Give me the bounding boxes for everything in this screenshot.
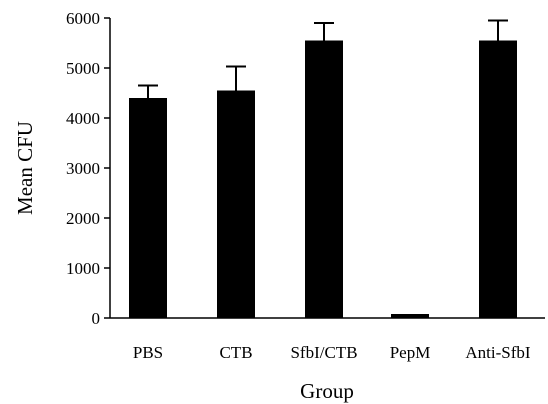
y-tick-label: 4000 [66,109,100,128]
bars [129,40,517,318]
category-label: PepM [390,343,431,362]
bar-ctb [217,90,255,318]
y-tick-label: 6000 [66,9,100,28]
category-label: Anti-SfbI [465,343,531,362]
bar-pepm [391,314,429,318]
y-tick-label: 5000 [66,59,100,78]
category-label: CTB [219,343,252,362]
y-tick-label: 3000 [66,159,100,178]
y-tick-label: 1000 [66,259,100,278]
bar-anti-sfbi [479,40,517,318]
y-tick-label: 2000 [66,209,100,228]
y-tick-label: 0 [92,309,101,328]
category-label: PBS [133,343,163,362]
category-labels: PBS CTB SfbI/CTB PepM Anti-SfbI [133,343,531,362]
bar-sfbi-ctb [305,40,343,318]
error-bars [138,19,508,98]
y-ticks: 0 1000 2000 3000 4000 5000 6000 [66,9,110,328]
category-label: SfbI/CTB [290,343,357,362]
bar-pbs [129,98,167,318]
x-axis-title: Group [300,379,354,403]
y-axis-title: Mean CFU [13,121,37,215]
